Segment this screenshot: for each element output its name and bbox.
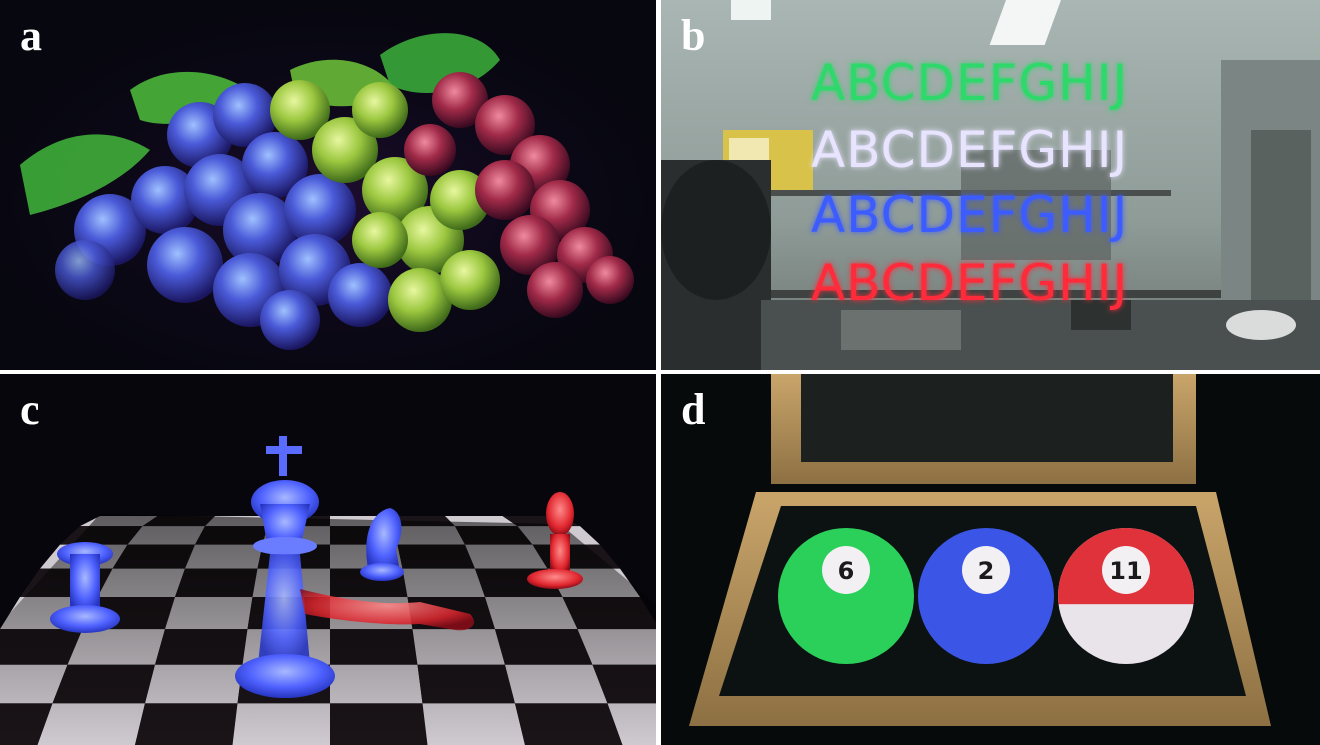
ball-number-spot xyxy=(1102,546,1150,594)
red-fallen-piece xyxy=(300,589,475,631)
lab-background xyxy=(661,0,1320,370)
ball-number: 6 xyxy=(838,557,855,585)
text-row-red: ABCDEFGHIJ xyxy=(811,254,1129,312)
ball-number-spot xyxy=(962,546,1010,594)
blue-knight xyxy=(360,508,404,581)
ball-number: 2 xyxy=(978,557,995,585)
panel-label: c xyxy=(20,385,40,434)
text-row-white: ABCDEFGHIJ xyxy=(811,121,1129,179)
billiard-balls: 6 2 11 xyxy=(778,528,1194,664)
blue-pawn xyxy=(50,542,120,633)
panel-d: 6 2 11 d xyxy=(661,374,1320,745)
panel-c: c xyxy=(0,374,656,745)
billiard-ball-6: 6 xyxy=(778,528,914,664)
grapes-image xyxy=(0,0,656,370)
ball-body xyxy=(918,528,1054,664)
billiard-ball-2: 2 xyxy=(918,528,1054,664)
panel-a: a xyxy=(0,0,656,370)
panel-label: a xyxy=(20,11,42,60)
text-row-green: ABCDEFGHIJ xyxy=(811,54,1129,112)
billiard-box-image: 6 2 11 xyxy=(689,374,1271,726)
billiard-ball-11: 11 xyxy=(1058,528,1194,664)
red-bishop xyxy=(527,492,583,589)
text-row-blue: ABCDEFGHIJ xyxy=(811,186,1129,244)
ball-body xyxy=(778,528,914,664)
panel-label: b xyxy=(681,11,706,60)
panel-label: d xyxy=(681,385,706,434)
ball-number: 11 xyxy=(1109,557,1142,585)
panel-b: ABCDEFGHIJ ABCDEFGHIJ ABCDEFGHIJ ABCDEFG… xyxy=(661,0,1320,370)
blue-king xyxy=(235,436,335,698)
chess-image xyxy=(0,436,656,745)
ball-number-spot xyxy=(822,546,870,594)
